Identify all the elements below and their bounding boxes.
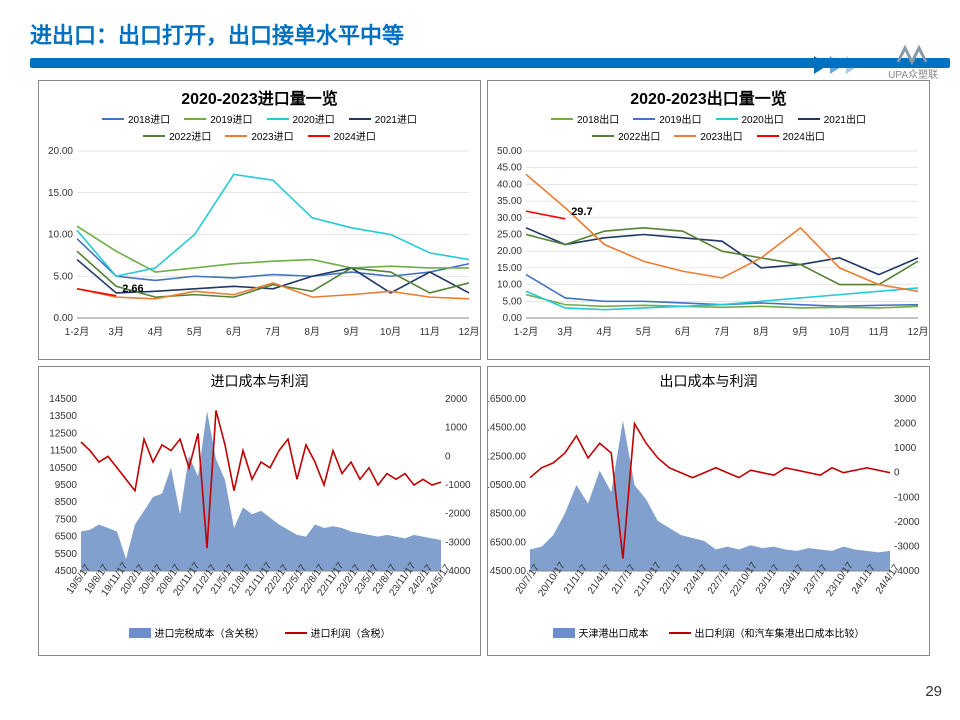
svg-text:0.00: 0.00 (503, 313, 523, 324)
svg-text:0: 0 (445, 451, 451, 462)
svg-text:15.00: 15.00 (497, 263, 522, 274)
svg-text:12500: 12500 (49, 428, 77, 439)
svg-text:3000: 3000 (894, 394, 917, 405)
svg-text:-2000: -2000 (894, 517, 920, 528)
svg-text:2000: 2000 (894, 419, 917, 430)
svg-text:2.66: 2.66 (122, 283, 143, 295)
svg-text:12500.00: 12500.00 (488, 451, 526, 462)
svg-text:1000: 1000 (894, 443, 917, 454)
svg-text:6月: 6月 (226, 326, 242, 338)
chart-import-volume: 2020-2023进口量一览 2018进口2019进口2020进口2021进口2… (38, 80, 481, 360)
svg-text:40.00: 40.00 (497, 179, 522, 190)
svg-text:9月: 9月 (793, 326, 809, 338)
chart-import-cost: 进口成本与利润 45005500650075008500950010500115… (38, 366, 481, 656)
chart-export-cost: 出口成本与利润 4500.00 6500.00 8500.00 10500.00 125… (487, 366, 930, 656)
svg-text:10500: 10500 (49, 463, 77, 474)
svg-text:8500.00: 8500.00 (490, 509, 527, 520)
title-bar (30, 58, 950, 68)
svg-text:11月: 11月 (420, 326, 440, 338)
page-title: 进出口：出口打开，出口接单水平中等 (0, 0, 960, 58)
svg-text:10月: 10月 (829, 326, 850, 338)
svg-text:0: 0 (894, 468, 900, 479)
svg-text:-1000: -1000 (445, 480, 471, 491)
svg-text:10月: 10月 (380, 326, 401, 338)
svg-text:14500.00: 14500.00 (488, 423, 526, 434)
svg-text:16500.00: 16500.00 (488, 394, 526, 405)
svg-text:20.00: 20.00 (48, 146, 73, 157)
svg-text:7月: 7月 (265, 326, 281, 338)
chart1-plot: 0.00 5.00 10.00 15.00 20.00 1-2月 3月 4月 5月 6月 7月 8月 9… (39, 143, 479, 343)
chart4-plot: 4500.00 6500.00 8500.00 10500.00 12500.00 145… (488, 393, 928, 623)
chart-export-volume: 2020-2023出口量一览 2018出口2019出口2020出口2021出口2… (487, 80, 930, 360)
svg-text:9月: 9月 (344, 326, 360, 338)
svg-text:5500: 5500 (55, 549, 78, 560)
chart1-title: 2020-2023进口量一览 (39, 81, 480, 111)
svg-text:20.00: 20.00 (497, 246, 522, 257)
svg-text:29.7: 29.7 (571, 206, 592, 218)
svg-text:11月: 11月 (869, 326, 889, 338)
svg-text:10500.00: 10500.00 (488, 480, 526, 491)
svg-text:6500: 6500 (55, 532, 78, 543)
upa-logo: UPA众塑联 (888, 44, 938, 81)
svg-text:1000: 1000 (445, 423, 468, 434)
svg-text:8月: 8月 (753, 326, 769, 338)
svg-text:6月: 6月 (675, 326, 691, 338)
svg-text:-1000: -1000 (894, 492, 920, 503)
svg-text:1-2月: 1-2月 (65, 326, 89, 338)
svg-text:4月: 4月 (597, 326, 613, 338)
chart2-title: 2020-2023出口量一览 (488, 81, 929, 111)
svg-text:12月: 12月 (907, 326, 928, 338)
svg-text:6500.00: 6500.00 (490, 537, 527, 548)
chart4-title: 出口成本与利润 (488, 367, 929, 393)
svg-text:-2000: -2000 (445, 509, 471, 520)
svg-text:10.00: 10.00 (497, 280, 522, 291)
svg-text:45.00: 45.00 (497, 163, 522, 174)
chart4-legend: 天津港出口成本出口利润（和汽车集港出口成本比较） (488, 623, 929, 642)
svg-text:0.00: 0.00 (54, 313, 74, 324)
svg-text:35.00: 35.00 (497, 196, 522, 207)
svg-text:8月: 8月 (304, 326, 320, 338)
page-number: 29 (925, 683, 942, 700)
chart3-legend: 进口完税成本（含关税）进口利润（含税） (39, 623, 480, 642)
svg-text:25.00: 25.00 (497, 230, 522, 241)
svg-text:14500: 14500 (49, 394, 77, 405)
svg-text:15.00: 15.00 (48, 188, 73, 199)
svg-text:5月: 5月 (636, 326, 652, 338)
svg-text:50.00: 50.00 (497, 146, 522, 157)
arrow-decor (814, 56, 860, 74)
svg-text:1-2月: 1-2月 (514, 326, 538, 338)
svg-text:3月: 3月 (108, 326, 124, 338)
svg-text:8500: 8500 (55, 497, 78, 508)
chart2-legend: 2018出口2019出口2020出口2021出口2022出口2023出口2024… (488, 111, 929, 143)
chart1-legend: 2018进口2019进口2020进口2021进口2022进口2023进口2024… (39, 111, 480, 143)
svg-text:5月: 5月 (187, 326, 203, 338)
chart3-plot: 4500550065007500850095001050011500125001… (39, 393, 479, 623)
svg-text:5.00: 5.00 (54, 271, 74, 282)
svg-text:-3000: -3000 (445, 537, 471, 548)
svg-text:10.00: 10.00 (48, 230, 73, 241)
svg-text:7500: 7500 (55, 514, 78, 525)
svg-text:3月: 3月 (557, 326, 573, 338)
svg-text:11500: 11500 (50, 446, 78, 457)
svg-text:2000: 2000 (445, 394, 468, 405)
chart3-title: 进口成本与利润 (39, 367, 480, 393)
svg-text:4月: 4月 (148, 326, 164, 338)
svg-text:13500: 13500 (49, 411, 77, 422)
svg-text:-3000: -3000 (894, 541, 920, 552)
svg-text:5.00: 5.00 (503, 296, 523, 307)
chart2-plot: 0.00 5.00 10.00 15.00 20.00 25.00 30.00 35.00 40… (488, 143, 928, 343)
svg-text:4500.00: 4500.00 (490, 566, 527, 577)
svg-text:30.00: 30.00 (497, 213, 522, 224)
svg-text:7月: 7月 (714, 326, 730, 338)
svg-text:9500: 9500 (55, 480, 78, 491)
svg-text:12月: 12月 (458, 326, 479, 338)
